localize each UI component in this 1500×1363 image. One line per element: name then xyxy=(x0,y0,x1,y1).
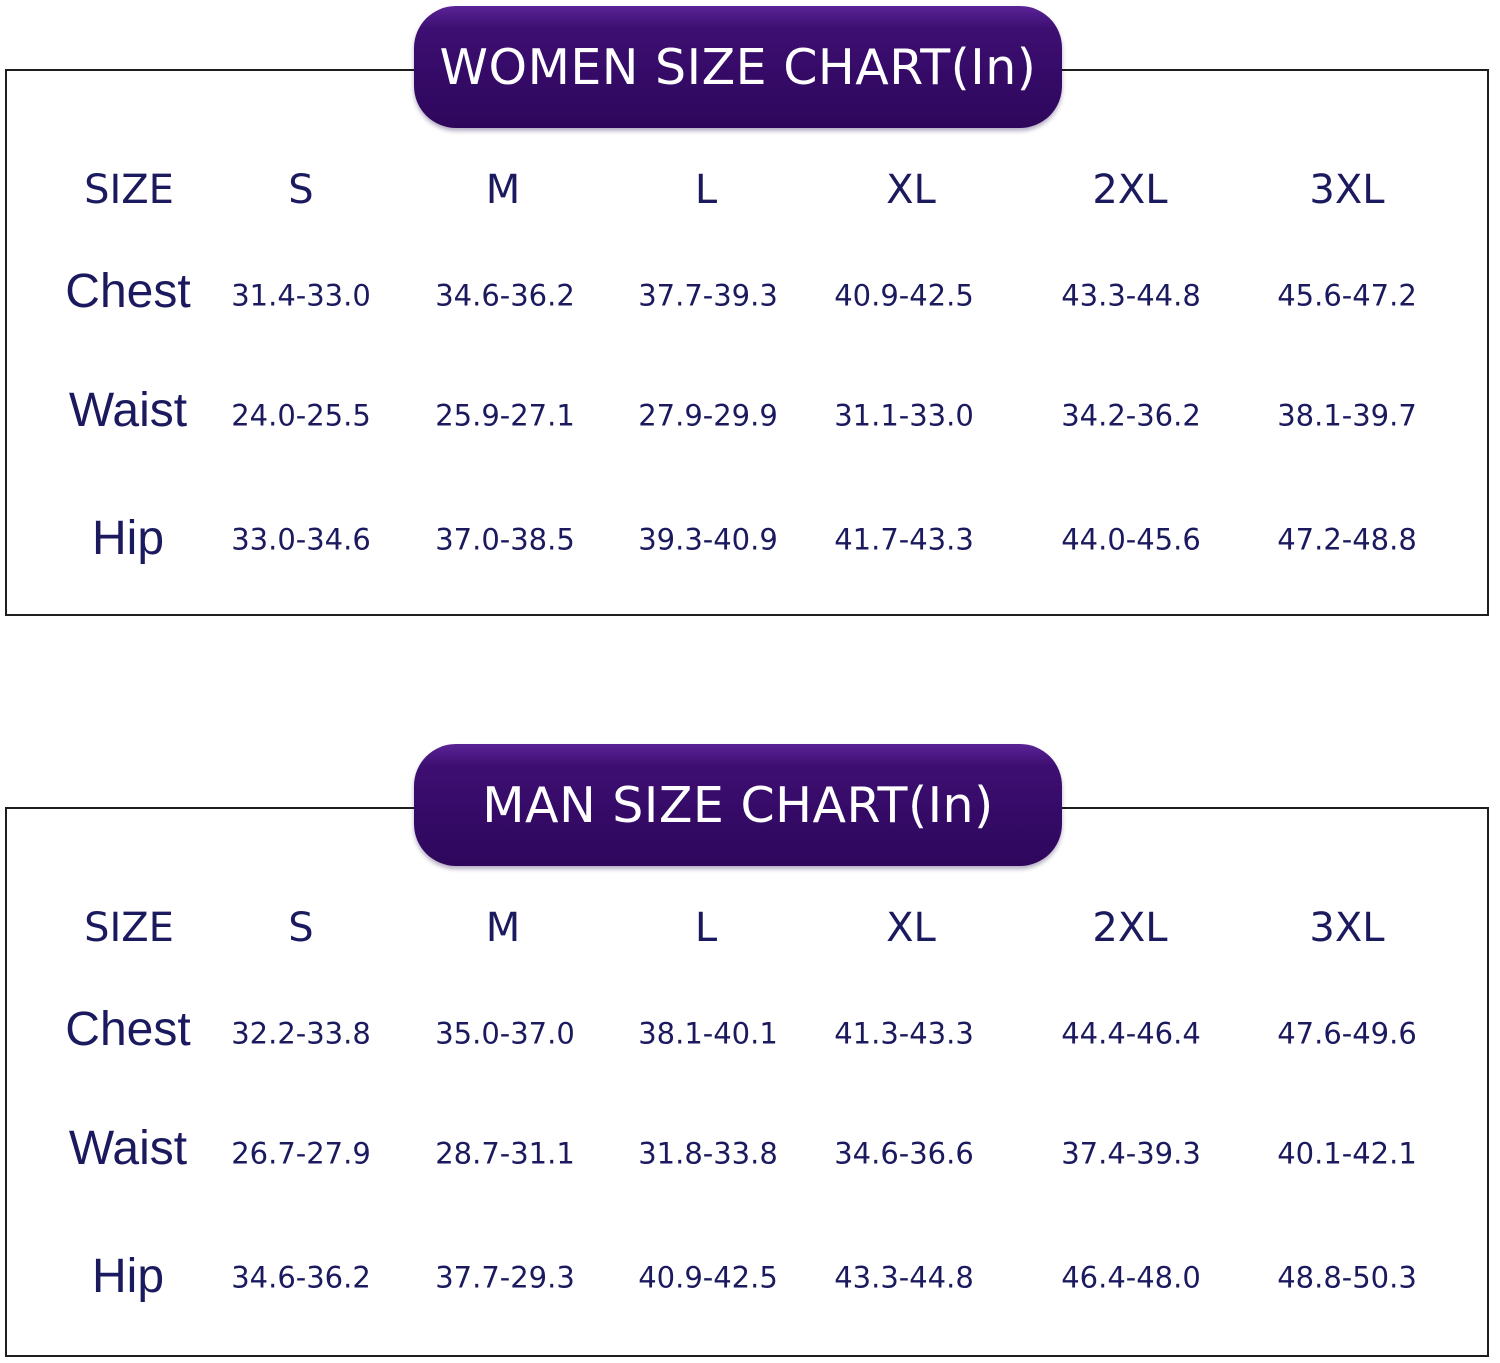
value-waist-2xl: 37.4-39.3 xyxy=(1061,1136,1201,1171)
value-chest-l: 38.1-40.1 xyxy=(638,1016,778,1051)
header-xl: XL xyxy=(886,905,936,951)
value-chest-s: 32.2-33.8 xyxy=(231,1016,371,1051)
header-m: M xyxy=(485,167,521,213)
header-3xl: 3XL xyxy=(1309,905,1385,951)
value-hip-3xl: 47.2-48.8 xyxy=(1277,522,1417,557)
value-waist-m: 25.9-27.1 xyxy=(435,398,575,433)
header-s: S xyxy=(288,905,314,951)
value-chest-m: 34.6-36.2 xyxy=(435,278,575,313)
chart-title: MAN SIZE CHART(In) xyxy=(414,744,1062,866)
value-hip-l: 40.9-42.5 xyxy=(638,1260,778,1295)
value-hip-s: 34.6-36.2 xyxy=(231,1260,371,1295)
value-waist-m: 28.7-31.1 xyxy=(435,1136,575,1171)
header-size: SIZE xyxy=(84,167,174,213)
value-waist-l: 27.9-29.9 xyxy=(638,398,778,433)
value-chest-3xl: 45.6-47.2 xyxy=(1277,278,1417,313)
value-waist-3xl: 40.1-42.1 xyxy=(1277,1136,1417,1171)
row-label-chest: Chest xyxy=(65,1003,191,1056)
value-hip-m: 37.0-38.5 xyxy=(435,522,575,557)
value-hip-xl: 41.7-43.3 xyxy=(834,522,974,557)
value-hip-m: 37.7-29.3 xyxy=(435,1260,575,1295)
row-label-hip: Hip xyxy=(91,1250,165,1303)
value-hip-xl: 43.3-44.8 xyxy=(834,1260,974,1295)
row-label-chest: Chest xyxy=(65,265,191,318)
row-label-waist: Waist xyxy=(68,384,188,437)
value-waist-xl: 34.6-36.6 xyxy=(834,1136,974,1171)
chart-title: WOMEN SIZE CHART(In) xyxy=(414,6,1062,128)
value-hip-3xl: 48.8-50.3 xyxy=(1277,1260,1417,1295)
value-waist-2xl: 34.2-36.2 xyxy=(1061,398,1201,433)
value-chest-xl: 40.9-42.5 xyxy=(834,278,974,313)
header-s: S xyxy=(288,167,314,213)
header-2xl: 2XL xyxy=(1092,167,1168,213)
value-chest-s: 31.4-33.0 xyxy=(231,278,371,313)
header-3xl: 3XL xyxy=(1309,167,1385,213)
header-l: L xyxy=(694,905,718,951)
value-waist-l: 31.8-33.8 xyxy=(638,1136,778,1171)
row-label-waist: Waist xyxy=(68,1122,188,1175)
value-waist-s: 26.7-27.9 xyxy=(231,1136,371,1171)
row-label-hip: Hip xyxy=(91,512,165,565)
value-chest-3xl: 47.6-49.6 xyxy=(1277,1016,1417,1051)
value-chest-l: 37.7-39.3 xyxy=(638,278,778,313)
header-m: M xyxy=(485,905,521,951)
value-hip-2xl: 46.4-48.0 xyxy=(1061,1260,1201,1295)
value-hip-s: 33.0-34.6 xyxy=(231,522,371,557)
header-xl: XL xyxy=(886,167,936,213)
value-waist-3xl: 38.1-39.7 xyxy=(1277,398,1417,433)
value-chest-xl: 41.3-43.3 xyxy=(834,1016,974,1051)
value-chest-2xl: 43.3-44.8 xyxy=(1061,278,1201,313)
value-chest-m: 35.0-37.0 xyxy=(435,1016,575,1051)
value-chest-2xl: 44.4-46.4 xyxy=(1061,1016,1201,1051)
header-l: L xyxy=(694,167,718,213)
value-hip-2xl: 44.0-45.6 xyxy=(1061,522,1201,557)
value-hip-l: 39.3-40.9 xyxy=(638,522,778,557)
value-waist-xl: 31.1-33.0 xyxy=(834,398,974,433)
value-waist-s: 24.0-25.5 xyxy=(231,398,371,433)
header-size: SIZE xyxy=(84,905,174,951)
header-2xl: 2XL xyxy=(1092,905,1168,951)
